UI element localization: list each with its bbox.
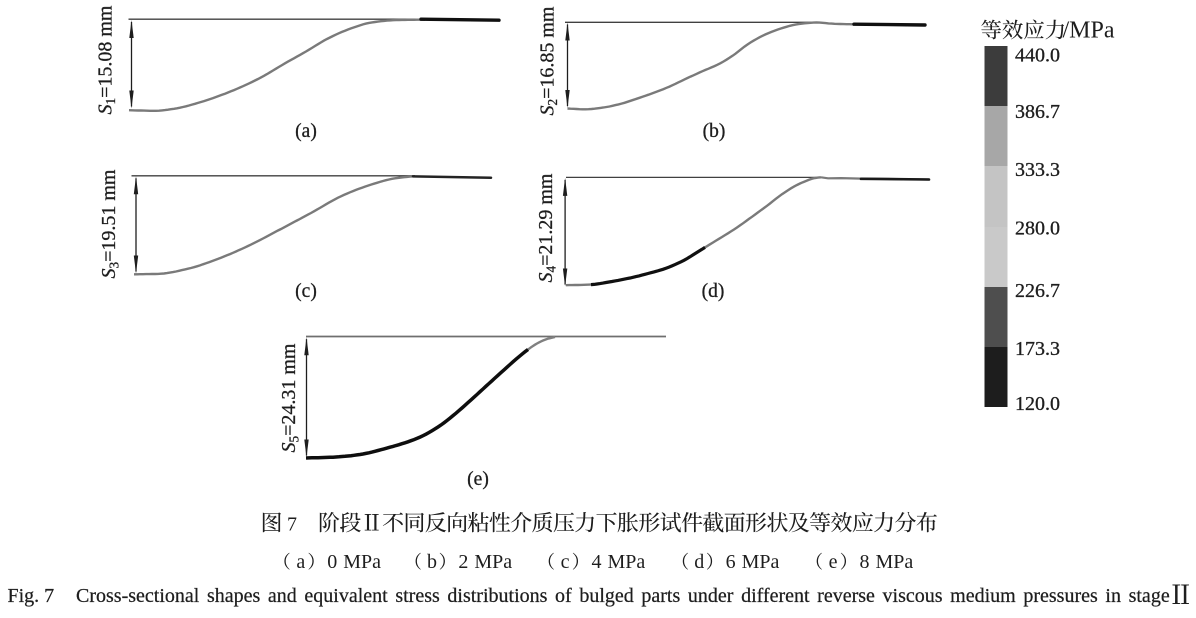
svg-text:333.3: 333.3 <box>1015 159 1060 181</box>
svg-text:c: c <box>561 551 570 573</box>
svg-text:b: b <box>427 551 437 573</box>
svg-text:S1=15.08 mm: S1=15.08 mm <box>95 5 119 114</box>
svg-text:4: 4 <box>592 551 602 573</box>
svg-text:S4=21.29 mm: S4=21.29 mm <box>535 173 559 282</box>
svg-text:MPa: MPa <box>474 551 512 573</box>
svg-text:120.0: 120.0 <box>1015 393 1060 415</box>
svg-text:6: 6 <box>726 551 736 573</box>
svg-text:MPa: MPa <box>876 551 914 573</box>
svg-text:S3=19.51 mm: S3=19.51 mm <box>98 169 122 278</box>
svg-text:0: 0 <box>327 551 337 573</box>
svg-text:MPa: MPa <box>343 551 381 573</box>
svg-text:(a): (a) <box>295 121 317 142</box>
svg-text:173.3: 173.3 <box>1015 338 1060 360</box>
svg-text:/MPa: /MPa <box>1063 18 1115 44</box>
svg-text:(c): (c) <box>295 281 317 302</box>
svg-text:S5=24.31 mm: S5=24.31 mm <box>278 343 302 452</box>
svg-text:Fig. 7: Fig. 7 <box>8 585 55 607</box>
svg-text:(b): (b) <box>703 121 726 142</box>
svg-text:(e): (e) <box>467 469 489 490</box>
svg-text:8: 8 <box>860 551 870 573</box>
svg-text:280.0: 280.0 <box>1015 218 1060 240</box>
svg-text:386.7: 386.7 <box>1015 101 1060 123</box>
svg-text:Cross-sectional shapes and equ: Cross-sectional shapes and equivalent st… <box>76 585 1170 607</box>
svg-text:d: d <box>694 551 704 573</box>
svg-text:440.0: 440.0 <box>1015 45 1060 67</box>
svg-text:MPa: MPa <box>608 551 646 573</box>
svg-text:e: e <box>829 551 838 573</box>
svg-text:2: 2 <box>458 551 468 573</box>
svg-text:S2=16.85 mm: S2=16.85 mm <box>537 6 561 115</box>
svg-text:226.7: 226.7 <box>1015 280 1060 302</box>
svg-text:a: a <box>296 551 305 573</box>
svg-text:MPa: MPa <box>742 551 780 573</box>
svg-text:7: 7 <box>287 514 297 536</box>
svg-text:(d): (d) <box>702 281 725 302</box>
